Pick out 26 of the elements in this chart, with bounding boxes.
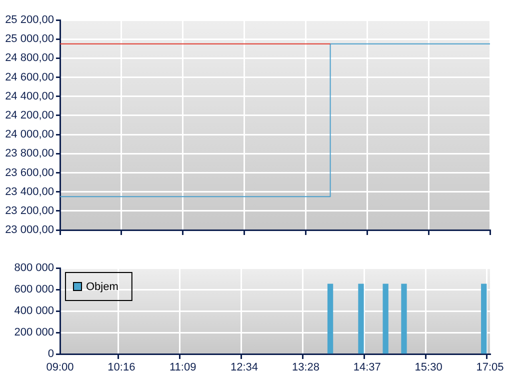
y-tick-label: 600 000: [14, 284, 54, 296]
legend-label: Objem: [86, 281, 118, 294]
y-tick-label: 24 000,00: [5, 128, 54, 141]
x-tick-label: 12:34: [230, 362, 258, 374]
y-tick-label: 400 000: [14, 305, 54, 318]
y-tick-label: 23 400,00: [5, 186, 54, 198]
x-tick-label: 11:09: [170, 362, 196, 374]
y-tick-label: 25 200,00: [5, 14, 54, 26]
x-tick-label: 17:05: [476, 362, 504, 374]
y-tick-label: 23 200,00: [5, 204, 54, 217]
y-tick-label: 24 600,00: [5, 71, 54, 84]
x-tick-label: 10:16: [108, 362, 136, 374]
y-tick-label: 24 800,00: [5, 52, 54, 64]
y-tick-label: 23 600,00: [5, 166, 54, 179]
x-tick-label: 13:28: [292, 362, 320, 374]
y-tick-label: 23 800,00: [5, 148, 54, 160]
y-tick-label: 24 200,00: [5, 109, 54, 122]
x-tick-label: 09:00: [46, 362, 74, 374]
y-tick-label: 0: [48, 348, 54, 360]
y-tick-label: 800 000: [14, 262, 54, 274]
x-tick-label: 15:30: [414, 362, 442, 374]
y-tick-label: 25 000,00: [5, 33, 54, 46]
y-tick-label: 24 400,00: [5, 90, 54, 102]
y-tick-label: 200 000: [14, 326, 54, 339]
x-tick-label: 14:37: [353, 362, 381, 374]
y-tick-label: 23 000,00: [5, 224, 54, 236]
